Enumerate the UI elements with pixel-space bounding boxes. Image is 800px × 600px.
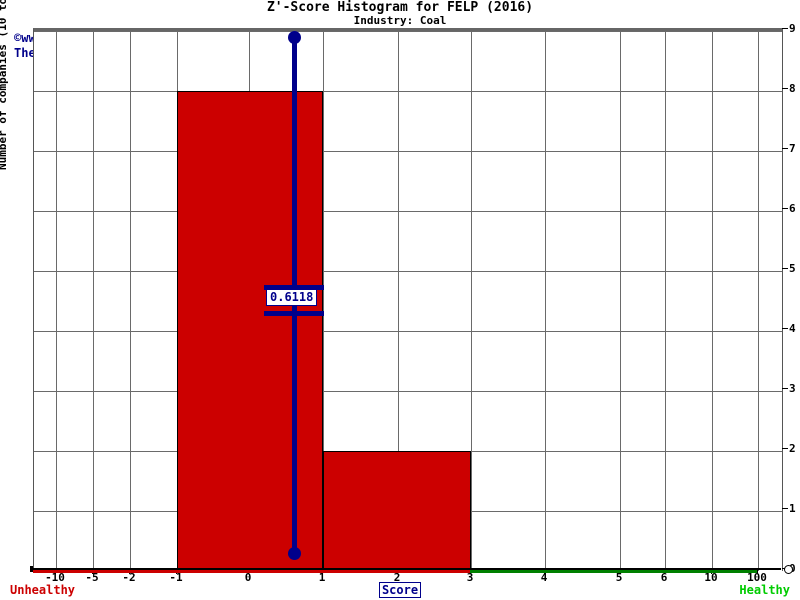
x-tick-label: 6 xyxy=(660,571,668,584)
y-tick-mark xyxy=(782,148,788,149)
y-tick-mark xyxy=(782,388,788,389)
y-tick-mark xyxy=(782,448,788,449)
score-marker-cap-bottom xyxy=(264,311,324,316)
score-marker-top-dot xyxy=(288,31,301,44)
horizontal-gridline xyxy=(34,331,782,332)
vertical-gridline xyxy=(758,31,759,571)
x-tick-label: 100 xyxy=(747,571,767,584)
y-tick-label: 5 xyxy=(789,262,796,275)
plot-area: 0.6118 xyxy=(33,28,783,571)
zone-unhealthy xyxy=(33,570,470,573)
plot-inner: 0.6118 xyxy=(34,31,782,571)
histogram-bar xyxy=(323,451,471,571)
horizontal-gridline xyxy=(34,31,782,32)
y-tick-label: 1 xyxy=(789,502,796,515)
x-tick-label: -1 xyxy=(169,571,183,584)
chart-title: Z'-Score Histogram for FELP (2016) xyxy=(266,0,534,15)
horizontal-gridline xyxy=(34,271,782,272)
score-marker-label: 0.6118 xyxy=(266,289,318,306)
axis-left-stub xyxy=(30,566,33,572)
x-tick-label: -2 xyxy=(122,571,136,584)
y-tick-label: 6 xyxy=(789,202,796,215)
y-tick-label: 2 xyxy=(789,442,796,455)
y-tick-label: 7 xyxy=(789,142,796,155)
x-tick-label: 5 xyxy=(615,571,623,584)
x-tick-label: 10 xyxy=(704,571,718,584)
vertical-gridline xyxy=(620,31,621,571)
x-tick-label: 0 xyxy=(244,571,252,584)
healthy-label: Healthy xyxy=(739,583,790,597)
vertical-gridline xyxy=(398,31,399,571)
horizontal-gridline xyxy=(34,151,782,152)
x-tick-label: 1 xyxy=(318,571,326,584)
score-label-text: Score xyxy=(378,582,422,598)
vertical-gridline xyxy=(323,31,324,571)
vertical-gridline xyxy=(665,31,666,571)
unhealthy-label: Unhealthy xyxy=(10,583,76,597)
x-tick-mark xyxy=(757,570,758,574)
score-marker-bottom-dot xyxy=(288,547,301,560)
x-tick-label: 4 xyxy=(540,571,548,584)
y-tick-mark xyxy=(782,508,788,509)
vertical-gridline xyxy=(56,31,57,571)
y-tick-label: 3 xyxy=(789,382,796,395)
y-tick-mark xyxy=(782,208,788,209)
vertical-gridline xyxy=(712,31,713,571)
horizontal-gridline xyxy=(34,91,782,92)
zone-healthy xyxy=(470,570,757,573)
chart-subtitle: Industry: Coal xyxy=(353,14,447,27)
y-tick-mark xyxy=(782,328,788,329)
histogram-bar xyxy=(177,91,323,571)
y-tick-mark xyxy=(782,268,788,269)
vertical-gridline xyxy=(93,31,94,571)
x-axis-title: Score xyxy=(0,582,800,598)
y-tick-mark xyxy=(782,28,788,29)
x-tick-label: 3 xyxy=(466,571,474,584)
x-tick-label: 2 xyxy=(393,571,401,584)
vertical-gridline xyxy=(130,31,131,571)
x-axis-baseline xyxy=(33,568,781,570)
x-tick-label: -5 xyxy=(85,571,99,584)
y-tick-label: 8 xyxy=(789,82,796,95)
vertical-gridline xyxy=(545,31,546,571)
vertical-gridline xyxy=(471,31,472,571)
horizontal-gridline xyxy=(34,391,782,392)
y-tick-label: 9 xyxy=(789,22,796,35)
x-tick-label: -10 xyxy=(45,571,65,584)
y-tick-label: 4 xyxy=(789,322,796,335)
y-axis-label: Number of companies (10 total) xyxy=(0,0,9,170)
score-marker-cap-top xyxy=(264,285,324,290)
axis-end-marker xyxy=(784,565,793,574)
horizontal-gridline xyxy=(34,211,782,212)
y-tick-mark xyxy=(782,88,788,89)
